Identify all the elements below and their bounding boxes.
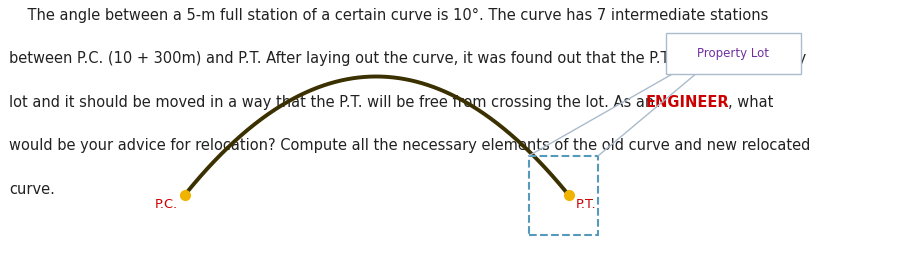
- Text: curve.: curve.: [9, 182, 55, 197]
- FancyBboxPatch shape: [666, 33, 800, 74]
- Text: ENGINEER: ENGINEER: [646, 95, 730, 110]
- Text: , what: , what: [728, 95, 773, 110]
- Text: between P.C. (10 + 300m) and P.T. After laying out the curve, it was found out t: between P.C. (10 + 300m) and P.T. After …: [9, 51, 806, 66]
- Text: P.C.: P.C.: [154, 198, 177, 211]
- Text: Property Lot: Property Lot: [698, 47, 769, 60]
- Text: lot and it should be moved in a way that the P.T. will be free from crossing the: lot and it should be moved in a way that…: [9, 95, 659, 110]
- Text: P.T.: P.T.: [576, 198, 597, 211]
- Text: The angle between a 5-m full station of a certain curve is 10°. The curve has 7 : The angle between a 5-m full station of …: [9, 8, 768, 23]
- Bar: [529, 155, 599, 235]
- Text: would be your advice for relocation? Compute all the necessary elements of the o: would be your advice for relocation? Com…: [9, 139, 811, 153]
